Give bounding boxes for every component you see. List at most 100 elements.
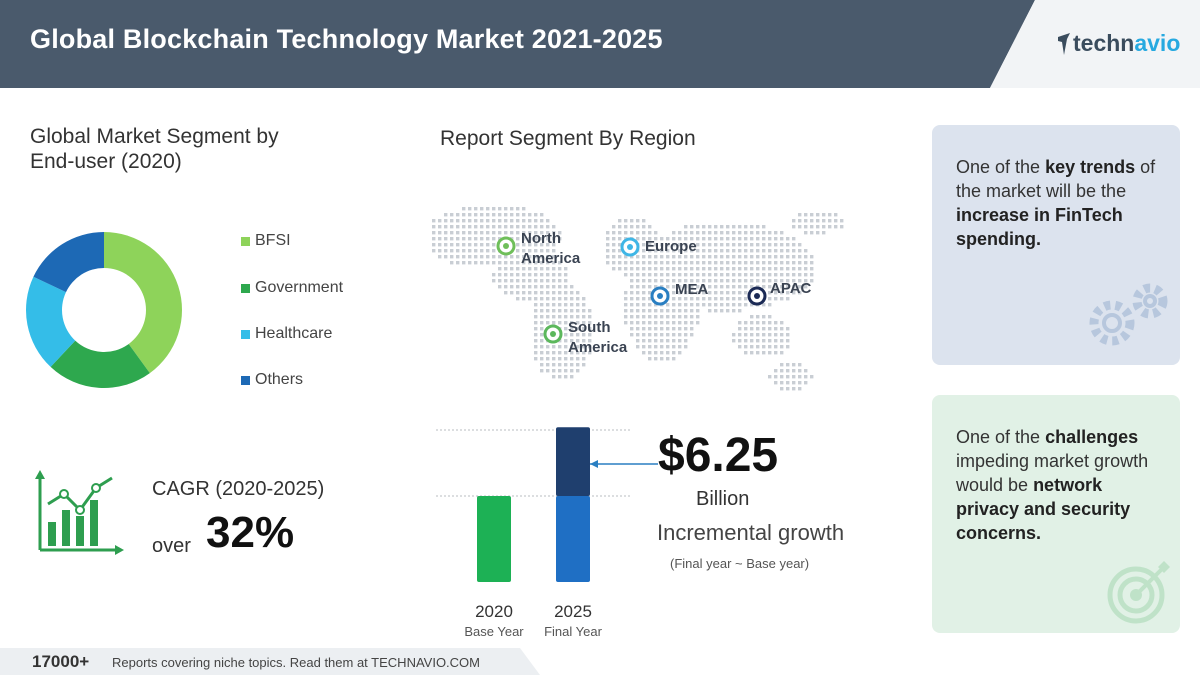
map-dot (522, 255, 526, 259)
map-dot (642, 291, 646, 295)
map-dot (810, 213, 814, 217)
map-dot (774, 369, 778, 373)
map-dot (810, 267, 814, 271)
map-dot (624, 261, 628, 265)
map-dot (576, 333, 580, 337)
map-dot (552, 309, 556, 313)
map-dot (564, 303, 568, 307)
map-dot (474, 237, 478, 241)
map-dot (618, 249, 622, 253)
map-dot (546, 291, 550, 295)
map-dot (582, 321, 586, 325)
map-dot (648, 243, 652, 247)
map-dot (498, 273, 502, 277)
map-dot (774, 321, 778, 325)
map-dot (768, 339, 772, 343)
bar-sublabel-base-year: Base Year (464, 624, 524, 639)
challenge-text-mid: impeding market growth would be (956, 451, 1149, 495)
map-dot (750, 249, 754, 253)
map-dot (786, 369, 790, 373)
map-dot (546, 345, 550, 349)
map-dot (606, 261, 610, 265)
map-dot (666, 351, 670, 355)
segment-title-line2: End-user (2020) (30, 150, 182, 173)
map-dot (774, 375, 778, 379)
map-dot (792, 381, 796, 385)
map-dot (810, 231, 814, 235)
map-dot (654, 231, 658, 235)
map-dot (558, 261, 562, 265)
map-dot (498, 219, 502, 223)
map-dot (780, 279, 784, 283)
map-dot (738, 327, 742, 331)
technavio-logo[interactable]: technavio (1058, 30, 1180, 57)
map-dot (732, 249, 736, 253)
map-dot (696, 225, 700, 229)
map-dot (642, 243, 646, 247)
map-dot (786, 273, 790, 277)
map-dot (696, 273, 700, 277)
map-dot (666, 357, 670, 361)
map-dot (588, 327, 592, 331)
map-dot (570, 315, 574, 319)
region-label-line: North (521, 230, 561, 247)
map-dot (462, 219, 466, 223)
map-dot (540, 285, 544, 289)
map-dot (666, 243, 670, 247)
map-dot (642, 231, 646, 235)
map-dot (504, 261, 508, 265)
map-dot (522, 237, 526, 241)
map-dot (792, 219, 796, 223)
map-dot (552, 261, 556, 265)
map-dot (660, 345, 664, 349)
map-dot (546, 243, 550, 247)
map-dot (648, 249, 652, 253)
map-dot (636, 297, 640, 301)
map-dot (750, 231, 754, 235)
map-dot (546, 261, 550, 265)
map-dot (672, 285, 676, 289)
map-dot (486, 237, 490, 241)
map-dot (660, 309, 664, 313)
map-dot (540, 327, 544, 331)
map-dot (720, 225, 724, 229)
map-dot (612, 249, 616, 253)
map-dot (690, 255, 694, 259)
map-dot (726, 231, 730, 235)
map-dot (498, 261, 502, 265)
map-dot (786, 291, 790, 295)
map-dot (774, 297, 778, 301)
map-dot (738, 249, 742, 253)
map-dot (744, 261, 748, 265)
map-dot (618, 231, 622, 235)
map-dot (690, 231, 694, 235)
map-dot (654, 309, 658, 313)
map-dot (432, 237, 436, 241)
map-dot (546, 315, 550, 319)
map-dot (726, 291, 730, 295)
map-dot (558, 273, 562, 277)
map-dot (732, 243, 736, 247)
map-dot (816, 225, 820, 229)
map-dot (648, 333, 652, 337)
map-dot (732, 309, 736, 313)
map-dot (744, 291, 748, 295)
map-dot (696, 237, 700, 241)
map-dot (456, 261, 460, 265)
map-dot (714, 303, 718, 307)
map-dot (630, 291, 634, 295)
map-dot (786, 255, 790, 259)
map-dot (720, 291, 724, 295)
map-dot (666, 327, 670, 331)
map-dot (756, 243, 760, 247)
map-dot (666, 267, 670, 271)
map-dot (786, 339, 790, 343)
map-dot (822, 225, 826, 229)
map-dot (798, 285, 802, 289)
map-dot (540, 225, 544, 229)
map-dot (678, 243, 682, 247)
map-dot (480, 249, 484, 253)
map-dot (738, 285, 742, 289)
map-dot (588, 333, 592, 337)
map-dot (780, 273, 784, 277)
